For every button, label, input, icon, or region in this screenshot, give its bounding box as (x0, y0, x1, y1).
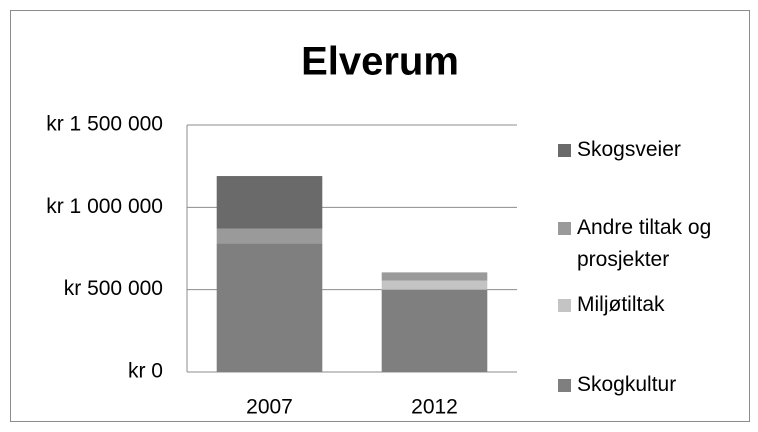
x-tick-label: 2007 (246, 396, 293, 419)
legend-label: Skogkultur (577, 373, 677, 396)
bar-segment (381, 289, 488, 372)
legend-swatch (558, 379, 571, 392)
y-tick-label: kr 0 (128, 360, 163, 383)
y-tick-label: kr 1 000 000 (46, 195, 163, 218)
bar-segment (381, 272, 488, 281)
legend-label: Andre tiltak og prosjekter (577, 216, 712, 271)
legend-swatch (558, 144, 571, 157)
chart-frame (10, 10, 750, 422)
chart-title: Elverum (301, 40, 459, 84)
legend-item: Skogkultur (558, 369, 753, 401)
bar-segment (381, 280, 488, 290)
legend-item: Andre tiltak og prosjekter (558, 212, 753, 276)
legend-item: Skogsveier (558, 134, 753, 166)
legend-item: Miljøtiltak (558, 289, 753, 321)
x-tick-label: 2012 (411, 396, 458, 419)
bar-segment (216, 243, 323, 372)
legend-swatch (558, 299, 571, 312)
bar-segment (216, 176, 323, 229)
legend-swatch (558, 222, 571, 235)
bar-segment (216, 228, 323, 244)
legend-label: Skogsveier (577, 138, 681, 161)
legend-label: Miljøtiltak (577, 293, 665, 316)
y-tick-label: kr 1 500 000 (46, 113, 163, 136)
y-tick-label: kr 500 000 (64, 277, 163, 300)
